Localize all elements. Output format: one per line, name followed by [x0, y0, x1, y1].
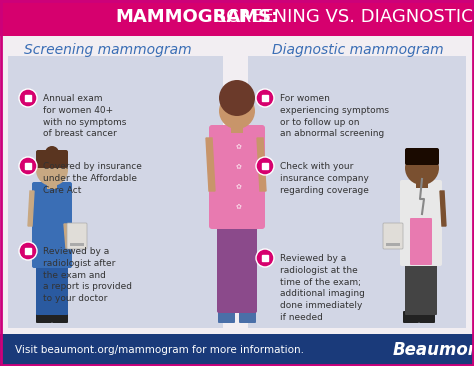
Circle shape — [219, 80, 255, 116]
Text: ✿: ✿ — [236, 183, 242, 189]
Polygon shape — [206, 138, 215, 191]
FancyBboxPatch shape — [47, 179, 57, 189]
FancyBboxPatch shape — [0, 334, 474, 366]
FancyBboxPatch shape — [67, 223, 87, 249]
FancyBboxPatch shape — [419, 311, 435, 323]
FancyBboxPatch shape — [218, 308, 235, 323]
FancyBboxPatch shape — [36, 150, 68, 168]
Circle shape — [231, 84, 247, 100]
FancyBboxPatch shape — [32, 182, 72, 268]
Text: Screening mammogram: Screening mammogram — [24, 43, 192, 57]
FancyBboxPatch shape — [8, 56, 223, 328]
Polygon shape — [257, 138, 266, 191]
Text: Covered by insurance
under the Affordable
Care Act: Covered by insurance under the Affordabl… — [43, 162, 142, 195]
Text: Visit beaumont.org/mammogram for more information.: Visit beaumont.org/mammogram for more in… — [15, 345, 304, 355]
Text: ✿: ✿ — [236, 163, 242, 169]
FancyBboxPatch shape — [36, 311, 52, 323]
Text: Annual exam
for women 40+
with no symptoms
of breast cancer: Annual exam for women 40+ with no sympto… — [43, 94, 127, 138]
Text: ✿: ✿ — [236, 203, 242, 209]
FancyBboxPatch shape — [217, 221, 257, 313]
Polygon shape — [390, 224, 400, 248]
Circle shape — [45, 146, 59, 160]
FancyBboxPatch shape — [239, 308, 256, 323]
FancyBboxPatch shape — [403, 311, 419, 323]
Text: Check with your
insurance company
regarding coverage: Check with your insurance company regard… — [280, 162, 369, 195]
FancyBboxPatch shape — [0, 0, 474, 36]
Circle shape — [19, 157, 37, 175]
Circle shape — [405, 151, 439, 185]
Text: ✿: ✿ — [236, 143, 242, 149]
Text: Reviewed by a
radiologist at the
time of the exam;
additional imaging
done immed: Reviewed by a radiologist at the time of… — [280, 254, 365, 322]
FancyBboxPatch shape — [231, 119, 243, 133]
Text: Reviewed by a
radiologist after
the exam and
a report is provided
to your doctor: Reviewed by a radiologist after the exam… — [43, 247, 132, 303]
FancyBboxPatch shape — [410, 218, 432, 265]
FancyBboxPatch shape — [383, 223, 403, 249]
FancyBboxPatch shape — [36, 261, 68, 315]
Circle shape — [256, 89, 274, 107]
Circle shape — [19, 89, 37, 107]
FancyBboxPatch shape — [416, 178, 428, 188]
Text: MAMMOGRAMS:: MAMMOGRAMS: — [115, 8, 278, 26]
FancyBboxPatch shape — [405, 148, 439, 165]
Polygon shape — [64, 224, 74, 248]
FancyBboxPatch shape — [400, 180, 442, 266]
FancyBboxPatch shape — [70, 243, 84, 246]
Text: Beaumont: Beaumont — [392, 341, 474, 359]
Polygon shape — [28, 191, 34, 226]
Text: For women
experiencing symptoms
or to follow up on
an abnormal screening: For women experiencing symptoms or to fo… — [280, 94, 389, 138]
FancyBboxPatch shape — [52, 311, 68, 323]
Circle shape — [256, 249, 274, 267]
FancyBboxPatch shape — [248, 56, 466, 328]
Circle shape — [19, 242, 37, 260]
FancyBboxPatch shape — [405, 258, 437, 315]
Polygon shape — [440, 191, 446, 226]
Circle shape — [256, 157, 274, 175]
Circle shape — [219, 93, 255, 129]
FancyBboxPatch shape — [386, 243, 400, 246]
FancyBboxPatch shape — [209, 125, 265, 229]
Text: Diagnostic mammogram: Diagnostic mammogram — [272, 43, 444, 57]
Circle shape — [36, 154, 68, 186]
Text: SCREENING VS. DIAGNOSTIC: SCREENING VS. DIAGNOSTIC — [209, 8, 474, 26]
